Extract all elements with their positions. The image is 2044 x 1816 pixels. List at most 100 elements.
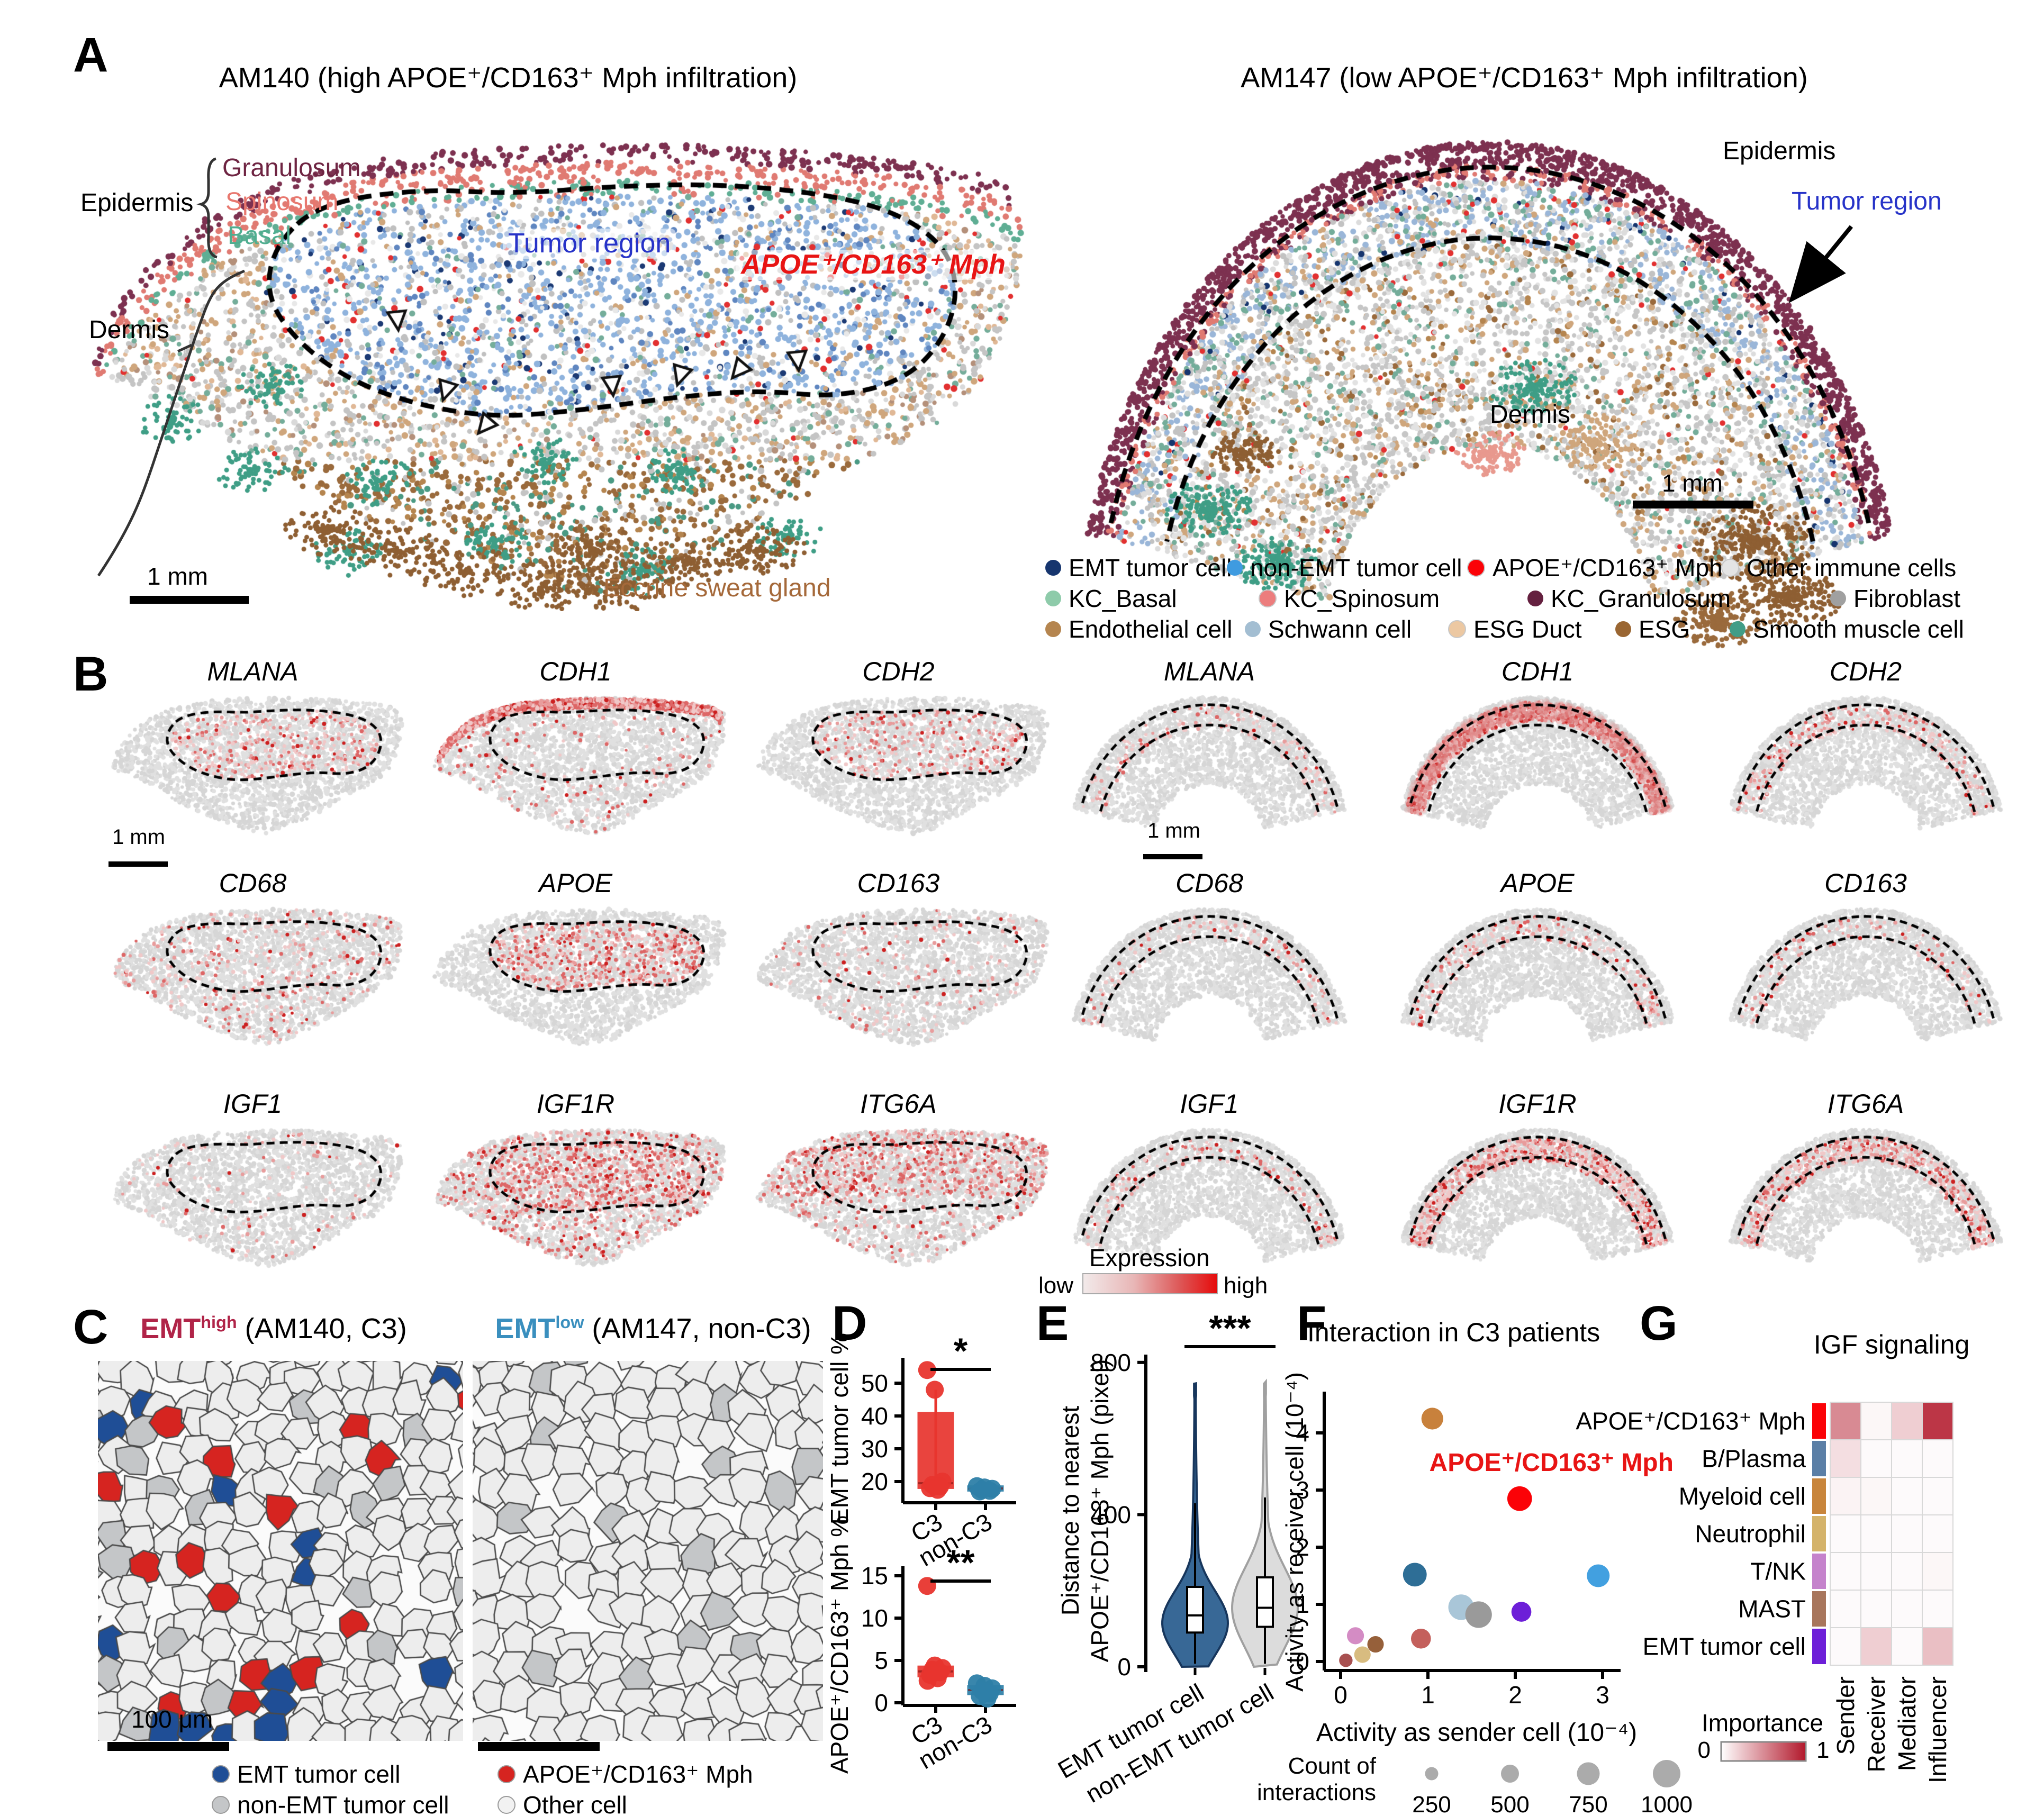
d-cat-label: non-C3 <box>914 1711 997 1774</box>
expression-map-mlana-am140 <box>101 687 405 839</box>
gene-title-cd68-am140: CD68 <box>219 868 287 898</box>
f-ytick-label: 1 <box>1296 1591 1309 1618</box>
f-xtick-label: 2 <box>1508 1681 1522 1709</box>
mosaic-legend-label: Other cell <box>523 1791 627 1816</box>
legend-item-emt-tumor-cell: EMT tumor cell <box>1045 553 1232 582</box>
f-ylabel: Activity as receiver cell (10⁻⁴) <box>1281 1372 1308 1692</box>
g-col-label: Mediator <box>1893 1676 1921 1771</box>
legend-item-other-immune-cells: Other immune cells <box>1721 553 1956 582</box>
legend-label: KC_Basal <box>1069 585 1177 612</box>
gene-title-cd163-am140: CD163 <box>857 868 940 898</box>
g-cell <box>1860 1514 1892 1553</box>
gene-title-mlana-am147: MLANA <box>1163 657 1255 686</box>
gene-title-itg6a-am140: ITG6A <box>860 1089 937 1119</box>
g-cell <box>1891 1627 1923 1666</box>
legend-item-esg-duct: ESG Duct <box>1448 615 1582 643</box>
g-row-strip <box>1812 1403 1826 1439</box>
panel-letter-g: G <box>1640 1296 1678 1350</box>
legend-label: EMT tumor cell <box>1069 554 1232 582</box>
tumor-region-label-right: Tumor region <box>1792 187 1942 215</box>
spinosum-label: Spinosum <box>225 188 339 216</box>
e-box <box>1186 1586 1204 1634</box>
g-cell <box>1891 1477 1923 1515</box>
g-cell <box>1860 1477 1892 1515</box>
gene-title-apoe-am147: APOE <box>1500 868 1575 898</box>
gene-title-itg6a-am147: ITG6A <box>1827 1089 1904 1119</box>
cell-mosaic-am147 <box>473 1361 823 1741</box>
g-row-label: T/NK <box>1750 1558 1806 1585</box>
scalebar-c-right <box>478 1742 600 1751</box>
f-point <box>1448 1594 1474 1620</box>
legend-swatch <box>1721 559 1739 577</box>
panel-letter-a: A <box>73 28 108 82</box>
expression-map-apoe-am147 <box>1389 898 1686 1051</box>
mosaic-legend-swatch <box>212 1765 230 1783</box>
d-point <box>978 1690 997 1708</box>
f-size-legend-value: 750 <box>1569 1792 1607 1816</box>
gene-title-cdh1-am140: CDH1 <box>539 657 612 686</box>
d-point <box>983 1679 1001 1697</box>
mosaic-legend-item-0: EMT tumor cell <box>212 1760 400 1788</box>
f-size-legend-circle <box>1653 1760 1680 1787</box>
f-size-legend-value: 1000 <box>1641 1792 1693 1816</box>
gene-title-igf1-am140: IGF1 <box>223 1089 283 1119</box>
legend-item-kc-spinosum: KC_Spinosum <box>1259 584 1440 613</box>
g-cell <box>1860 1552 1892 1591</box>
tumor-region-label-left: Tumor region <box>503 228 676 259</box>
legend-swatch <box>1227 560 1243 576</box>
d-point <box>967 1477 986 1495</box>
d-point <box>971 1482 989 1501</box>
g-cell <box>1860 1627 1892 1666</box>
emt-low-rest: (AM147, non-C3) <box>584 1313 811 1345</box>
gene-title-cd163-am147: CD163 <box>1824 868 1907 898</box>
d-cat-label: C3 <box>906 1711 947 1750</box>
d-point <box>928 1481 947 1499</box>
expression-map-itg6a-am147 <box>1717 1119 2014 1272</box>
g-row-label: APOE⁺/CD163⁺ Mph <box>1576 1408 1806 1435</box>
expression-map-igf1r-am147 <box>1389 1119 1686 1272</box>
legend-swatch <box>1045 560 1061 576</box>
dermis-label-left: Dermis <box>89 316 169 344</box>
d-point <box>921 1479 939 1497</box>
legend-swatch <box>1730 621 1745 637</box>
g-row-label: B/Plasma <box>1702 1445 1806 1473</box>
emt-low-sup: low <box>555 1313 584 1332</box>
g-cell <box>1830 1402 1861 1440</box>
f-size-legend-circle <box>1501 1765 1519 1783</box>
g-row-strip <box>1812 1554 1826 1589</box>
f-size-legend-value: 250 <box>1412 1792 1451 1816</box>
g-importance-label: Importance <box>1702 1709 1823 1737</box>
d-point <box>926 1656 944 1675</box>
legend-label: ESG Duct <box>1473 615 1582 643</box>
mosaic-legend-item-1: APOE⁺/CD163⁺ Mph <box>498 1760 753 1788</box>
expression-map-cdh2-am147 <box>1717 687 2014 839</box>
legend-item-non-emt-tumor-cell: non-EMT tumor cell <box>1227 553 1462 582</box>
basal-label: Basal <box>228 222 292 250</box>
legend-item-fibroblast: Fibroblast <box>1830 584 1960 613</box>
d-point <box>918 1361 936 1379</box>
tissue-map-am147 <box>1051 108 1929 664</box>
g-row-label: MAST <box>1738 1595 1806 1623</box>
f-ytick-label: 3 <box>1296 1476 1309 1504</box>
d-ytick-label: 20 <box>861 1468 888 1495</box>
legend-label: Smooth muscle cell <box>1753 615 1964 643</box>
legend-label: ESG <box>1639 615 1690 643</box>
g-title: IGF signaling <box>1814 1330 1970 1359</box>
g-cell <box>1891 1402 1923 1440</box>
expression-map-apoe-am140 <box>423 898 728 1051</box>
d-point <box>923 1660 942 1679</box>
f-size-legend-circle <box>1577 1762 1600 1785</box>
scalebar-text-b-left: 1 mm <box>112 825 165 849</box>
d-point <box>975 1478 994 1497</box>
d-point <box>933 1473 952 1491</box>
d-ylabel: APOE⁺/CD163⁺ Mph % <box>826 1515 853 1774</box>
e-ytick-label: 400 <box>1090 1501 1131 1528</box>
d-ylabel: EMT tumor cell % <box>826 1333 853 1524</box>
g-cell <box>1830 1552 1861 1591</box>
d-point <box>923 1476 942 1494</box>
g-cell <box>1922 1514 1953 1553</box>
mosaic-legend-swatch <box>212 1796 230 1814</box>
f-size-legend-value: 500 <box>1490 1792 1529 1816</box>
gene-title-mlana-am140: MLANA <box>207 657 299 686</box>
mosaic-legend-swatch <box>498 1796 515 1814</box>
